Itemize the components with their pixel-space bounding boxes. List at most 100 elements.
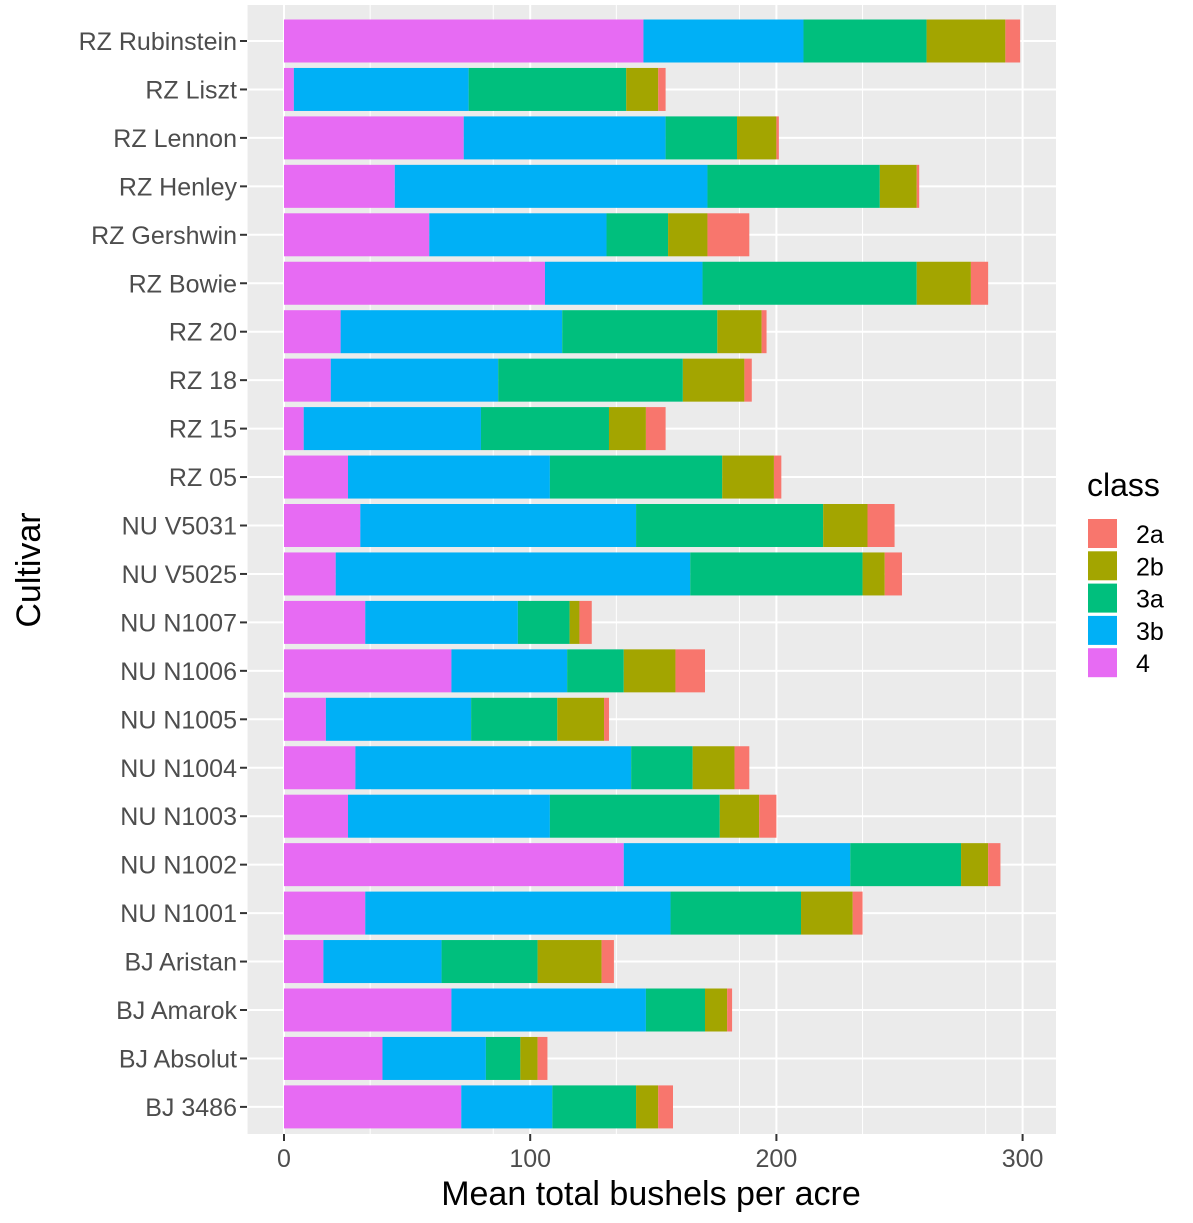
bar-segment-class-2b: RZ 18 — class 2b: 25 — [682, 358, 745, 402]
legend-swatch-2b — [1088, 551, 1117, 581]
bar-segment-class-3b: RZ Gershwin — class 3b: 72 — [429, 213, 607, 257]
legend: class 2a 2b 3a 3b 4 — [1087, 467, 1164, 678]
legend-label-2b: 2b — [1136, 553, 1164, 581]
bar-segment-class-3b: RZ 15 — class 3b: 72 — [303, 407, 481, 451]
legend-swatch-4 — [1088, 648, 1117, 678]
bar-segment-class-3b: RZ Bowie — class 3b: 64 — [544, 261, 703, 305]
bar-segment-class-2a: RZ Rubinstein — class 2a: 6 — [1005, 19, 1021, 63]
y-tick-label: RZ Gershwin — [91, 222, 237, 250]
bar-segment-class-2a: NU N1004 — class 2a: 6 — [734, 746, 750, 790]
bar-segment-class-3b: RZ 18 — class 3b: 68 — [330, 358, 499, 402]
y-tick-label: NU N1001 — [120, 900, 237, 928]
bar-segment-class-3b: RZ Rubinstein — class 3b: 65 — [643, 19, 804, 63]
y-tick-label: RZ Liszt — [145, 76, 237, 104]
bar-segment-class-4: BJ Aristan — class 4: 16 — [284, 940, 324, 984]
y-tick-label: BJ Amarok — [116, 997, 237, 1025]
bar-segment-class-3a: RZ Rubinstein — class 3a: 50 — [803, 19, 927, 63]
y-tick-label: RZ Rubinstein — [79, 28, 237, 56]
bar-segment-class-3a: RZ Liszt — class 3a: 64 — [468, 67, 627, 111]
bar-segment-class-2a: RZ Gershwin — class 2a: 17 — [707, 213, 750, 257]
bar-segment-class-3b: NU N1001 — class 3b: 124 — [365, 891, 671, 935]
bar-segment-class-2a: BJ 3486 — class 2a: 6 — [658, 1085, 673, 1129]
x-axis-title: Mean total bushels per acre — [441, 1175, 861, 1213]
bar-segment-class-3b: BJ Absolut — class 3b: 42 — [382, 1036, 486, 1080]
bar-segment-class-3b: NU N1006 — class 3b: 47 — [451, 649, 568, 693]
bar-segment-class-2a: RZ Lennon — class 2a: 1 — [776, 116, 779, 160]
bar-segment-class-4: RZ Henley — class 4: 45 — [284, 164, 395, 208]
bar-segment-class-3a: RZ 15 — class 3a: 52 — [480, 407, 609, 451]
bar-segment-class-3a: BJ Aristan — class 3a: 39 — [441, 940, 538, 984]
y-tick-label: NU N1005 — [120, 706, 237, 734]
bar-segment-class-2a: NU V5031 — class 2a: 11 — [867, 504, 895, 547]
bar-segment-class-3a: BJ Absolut — class 3a: 14 — [485, 1036, 521, 1080]
bar-segment-class-3a: RZ 18 — class 3a: 75 — [498, 358, 683, 402]
y-axis: RZ Rubinstein RZ Liszt RZ Lennon RZ Henley R… — [79, 28, 247, 1122]
bar-segment-class-3a: NU N1002 — class 3a: 45 — [850, 843, 962, 887]
x-tick-label: 0 — [277, 1145, 291, 1173]
bar-segment-class-2a: NU N1007 — class 2a: 5 — [579, 600, 592, 644]
bar-segment-class-2b: NU N1004 — class 2b: 17 — [692, 746, 735, 790]
bar-segment-class-2b: RZ 15 — class 2b: 15 — [608, 407, 646, 451]
bar-segment-class-4: NU N1007 — class 4: 33 — [284, 600, 366, 644]
bar-segment-class-3b: BJ Amarok — class 3b: 79 — [451, 988, 646, 1032]
x-axis: 0 100 200 300 — [277, 1134, 1043, 1173]
bar-segment-class-3b: NU V5025 — class 3b: 144 — [335, 552, 691, 596]
bar-segment-class-3a: RZ 20 — class 3a: 63 — [562, 310, 718, 354]
bar-segment-class-3b: RZ Lennon — class 3b: 82 — [463, 116, 666, 160]
y-tick-label: RZ 18 — [169, 367, 237, 395]
y-tick-label: RZ 20 — [169, 319, 237, 347]
bar-segment-class-4: RZ 18 — class 4: 19 — [284, 358, 331, 402]
bar-segment-class-2a: NU N1006 — class 2a: 12 — [675, 649, 706, 693]
bar-segment-class-2b: RZ Rubinstein — class 2b: 32 — [926, 19, 1006, 63]
legend-label-3b: 3b — [1136, 618, 1164, 646]
bar-segment-class-2a: BJ Aristan — class 2a: 5 — [601, 940, 614, 984]
bar-segment-class-3b: RZ 05 — class 3b: 82 — [348, 455, 550, 499]
bar-segment-class-4: NU V5031 — class 4: 31 — [284, 504, 361, 547]
bar-segment-class-3b: RZ Liszt — class 3b: 71 — [293, 67, 469, 111]
y-tick-label: RZ 15 — [169, 416, 237, 444]
legend-title: class — [1087, 467, 1160, 503]
y-tick-label: NU N1003 — [120, 803, 237, 831]
bar-segment-class-3b: NU N1004 — class 3b: 112 — [355, 746, 632, 790]
bar-segment-class-3a: NU V5031 — class 3a: 76 — [636, 504, 824, 547]
bar-segment-class-4: RZ Bowie — class 4: 106 — [284, 261, 545, 305]
y-tick-label: BJ 3486 — [145, 1094, 237, 1122]
y-tick-label: NU N1002 — [120, 852, 237, 880]
bar-segment-class-2a: RZ 18 — class 2a: 3 — [744, 358, 752, 402]
bar-segment-class-2b: RZ Gershwin — class 2b: 16 — [668, 213, 708, 257]
bar-segment-class-3b: NU N1002 — class 3b: 92 — [623, 843, 851, 887]
bar-segment-class-4: NU N1006 — class 4: 68 — [284, 649, 452, 693]
bar-segment-class-2a: RZ 20 — class 2a: 2 — [761, 310, 767, 354]
bar-segment-class-2b: NU V5025 — class 2b: 9 — [862, 552, 885, 596]
bar-segment-class-3a: NU N1007 — class 3a: 21 — [517, 600, 570, 644]
bar-segment-class-2a: RZ 05 — class 2a: 3 — [773, 455, 782, 499]
bar-segment-class-4: NU N1003 — class 4: 26 — [284, 794, 349, 838]
y-tick-label: BJ Absolut — [119, 1045, 237, 1073]
bar-segment-class-3b: NU V5031 — class 3b: 112 — [360, 504, 637, 547]
bar-segment-class-2b: BJ Amarok — class 2b: 9 — [705, 988, 728, 1032]
x-tick-label: 200 — [756, 1145, 798, 1173]
y-tick-label: NU N1004 — [120, 755, 237, 783]
bar-segment-class-2b: RZ 20 — class 2b: 18 — [717, 310, 762, 354]
bar-segment-class-2a: BJ Absolut — class 2a: 4 — [537, 1036, 548, 1080]
bar-segment-class-4: RZ Lennon — class 4: 73 — [284, 116, 464, 160]
bar-segment-class-2b: NU N1007 — class 2b: 4 — [569, 600, 580, 644]
bar-segment-class-4: BJ Amarok — class 4: 68 — [284, 988, 452, 1032]
bar-segment-class-4: RZ 20 — class 4: 23 — [284, 310, 341, 354]
bar-segment-class-3a: NU N1006 — class 3a: 23 — [567, 649, 624, 693]
bar-segment-class-4: NU N1002 — class 4: 138 — [284, 843, 624, 887]
bar-segment-class-3a: RZ Henley — class 3a: 70 — [707, 164, 880, 208]
bar-segment-class-2a: NU N1005 — class 2a: 2 — [604, 697, 609, 741]
bar-segment-class-2a: NU V5025 — class 2a: 7 — [884, 552, 902, 596]
bar-segment-class-3a: RZ Bowie — class 3a: 87 — [702, 261, 917, 305]
bar-segment-class-3b: NU N1003 — class 3b: 82 — [348, 794, 550, 838]
bar-segment-class-3b: BJ 3486 — class 3b: 37 — [461, 1085, 553, 1129]
bar-segment-class-4: NU V5025 — class 4: 21 — [284, 552, 336, 596]
bar-segment-class-4: NU N1001 — class 4: 33 — [284, 891, 366, 935]
bar-segment-class-4: BJ 3486 — class 4: 72 — [284, 1085, 462, 1129]
y-tick-label: NU V5025 — [122, 561, 237, 589]
bar-segment-class-2b: NU N1006 — class 2b: 21 — [623, 649, 676, 693]
y-tick-label: NU N1006 — [120, 658, 237, 686]
x-tick-label: 100 — [509, 1145, 551, 1173]
y-tick-label: NU V5031 — [122, 513, 237, 541]
